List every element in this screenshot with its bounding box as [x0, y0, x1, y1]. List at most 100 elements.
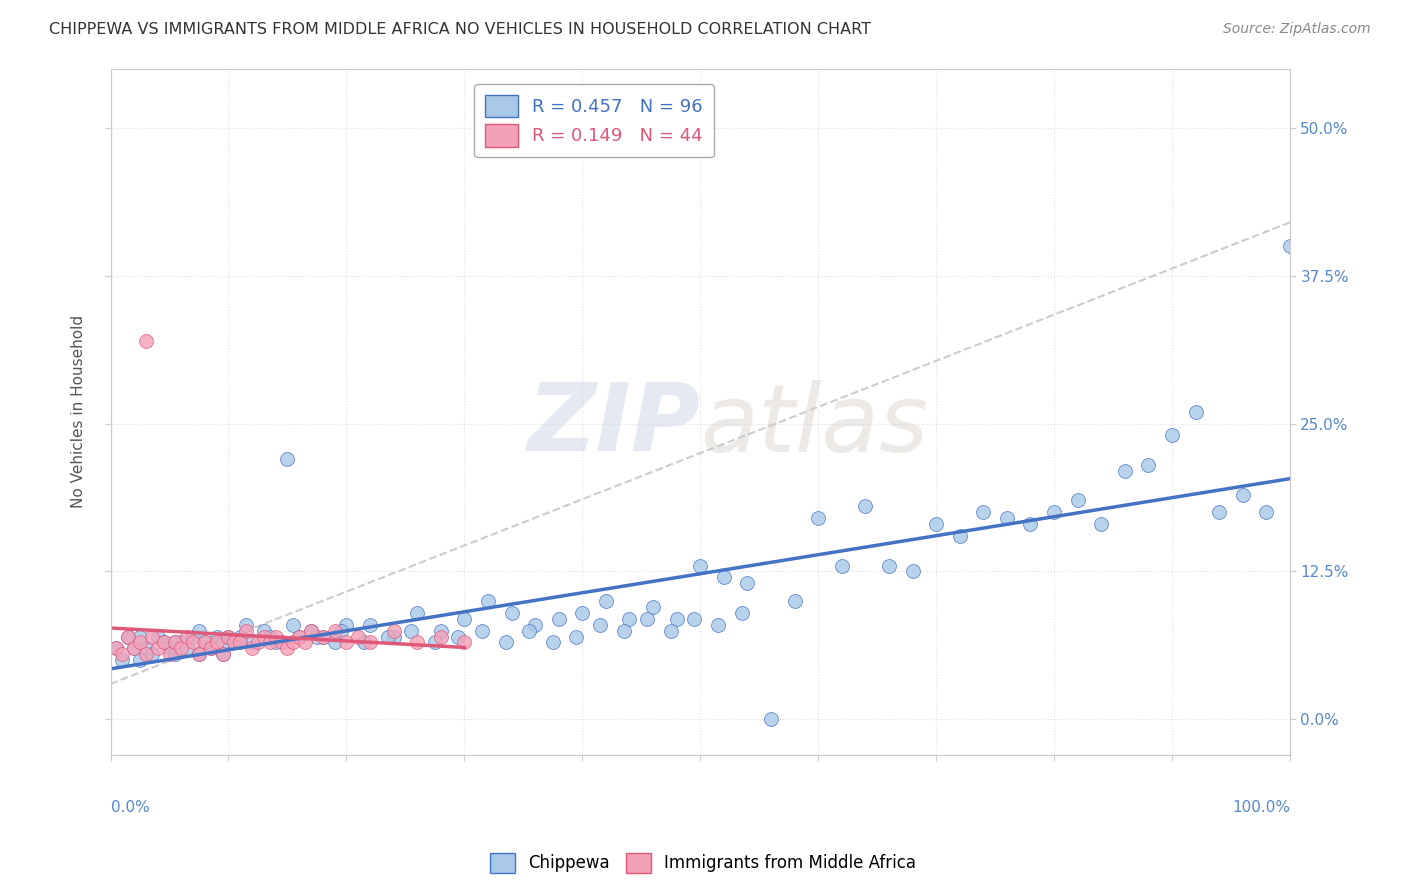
Point — [218, 630, 240, 644]
Point — [347, 630, 370, 644]
Point — [713, 570, 735, 584]
Point — [229, 630, 252, 644]
Point — [165, 648, 187, 662]
Point — [117, 630, 139, 644]
Point — [1232, 487, 1254, 501]
Point — [129, 635, 152, 649]
Point — [595, 594, 617, 608]
Legend: Chippewa, Immigrants from Middle Africa: Chippewa, Immigrants from Middle Africa — [482, 847, 924, 880]
Point — [783, 594, 806, 608]
Point — [299, 624, 322, 638]
Point — [288, 630, 311, 644]
Point — [135, 641, 157, 656]
Point — [382, 624, 405, 638]
Point — [547, 612, 569, 626]
Point — [401, 624, 423, 638]
Point — [925, 517, 948, 532]
Point — [235, 617, 257, 632]
Point — [447, 630, 470, 644]
Point — [807, 511, 830, 525]
Point — [471, 624, 494, 638]
Point — [853, 500, 876, 514]
Point — [188, 648, 211, 662]
Point — [323, 635, 346, 649]
Point — [253, 624, 276, 638]
Point — [1278, 239, 1301, 253]
Point — [359, 635, 381, 649]
Point — [517, 624, 540, 638]
Point — [205, 630, 228, 644]
Point — [146, 630, 169, 644]
Point — [683, 612, 706, 626]
Point — [211, 648, 233, 662]
Point — [613, 624, 636, 638]
Point — [335, 617, 357, 632]
Point — [589, 617, 612, 632]
Point — [194, 635, 217, 649]
Point — [323, 624, 346, 638]
Point — [283, 617, 305, 632]
Point — [689, 558, 711, 573]
Point — [135, 648, 157, 662]
Point — [312, 630, 335, 644]
Point — [477, 594, 499, 608]
Point — [429, 630, 451, 644]
Point — [453, 635, 475, 649]
Point — [270, 635, 292, 649]
Point — [312, 630, 335, 644]
Point — [105, 641, 128, 656]
Point — [759, 713, 782, 727]
Point — [146, 641, 169, 656]
Point — [1019, 517, 1042, 532]
Point — [200, 641, 222, 656]
Point — [1090, 517, 1112, 532]
Point — [141, 630, 163, 644]
Point — [253, 630, 276, 644]
Point — [117, 630, 139, 644]
Point — [246, 635, 269, 649]
Point — [359, 617, 381, 632]
Point — [831, 558, 853, 573]
Point — [1114, 464, 1136, 478]
Point — [406, 606, 429, 620]
Point — [235, 624, 257, 638]
Point — [240, 635, 263, 649]
Point — [200, 641, 222, 656]
Point — [1137, 458, 1160, 472]
Text: ZIP: ZIP — [527, 379, 700, 472]
Point — [205, 635, 228, 649]
Point — [283, 635, 305, 649]
Text: 100.0%: 100.0% — [1232, 799, 1289, 814]
Legend: R = 0.457   N = 96, R = 0.149   N = 44: R = 0.457 N = 96, R = 0.149 N = 44 — [474, 85, 714, 157]
Point — [377, 630, 399, 644]
Point — [170, 635, 193, 649]
Point — [129, 653, 152, 667]
Point — [259, 635, 281, 649]
Point — [129, 630, 152, 644]
Point — [152, 635, 174, 649]
Point — [105, 641, 128, 656]
Point — [188, 648, 211, 662]
Point — [294, 635, 316, 649]
Point — [1161, 428, 1184, 442]
Point — [224, 635, 246, 649]
Text: 0.0%: 0.0% — [111, 799, 149, 814]
Point — [1066, 493, 1088, 508]
Point — [276, 452, 298, 467]
Point — [218, 630, 240, 644]
Point — [730, 606, 752, 620]
Point — [901, 565, 924, 579]
Point — [194, 635, 217, 649]
Point — [111, 653, 134, 667]
Point — [152, 635, 174, 649]
Text: CHIPPEWA VS IMMIGRANTS FROM MIDDLE AFRICA NO VEHICLES IN HOUSEHOLD CORRELATION C: CHIPPEWA VS IMMIGRANTS FROM MIDDLE AFRIC… — [49, 22, 872, 37]
Point — [737, 576, 759, 591]
Point — [619, 612, 641, 626]
Point — [541, 635, 564, 649]
Point — [159, 641, 181, 656]
Point — [111, 648, 134, 662]
Point — [181, 630, 204, 644]
Point — [877, 558, 900, 573]
Point — [181, 635, 204, 649]
Point — [264, 635, 287, 649]
